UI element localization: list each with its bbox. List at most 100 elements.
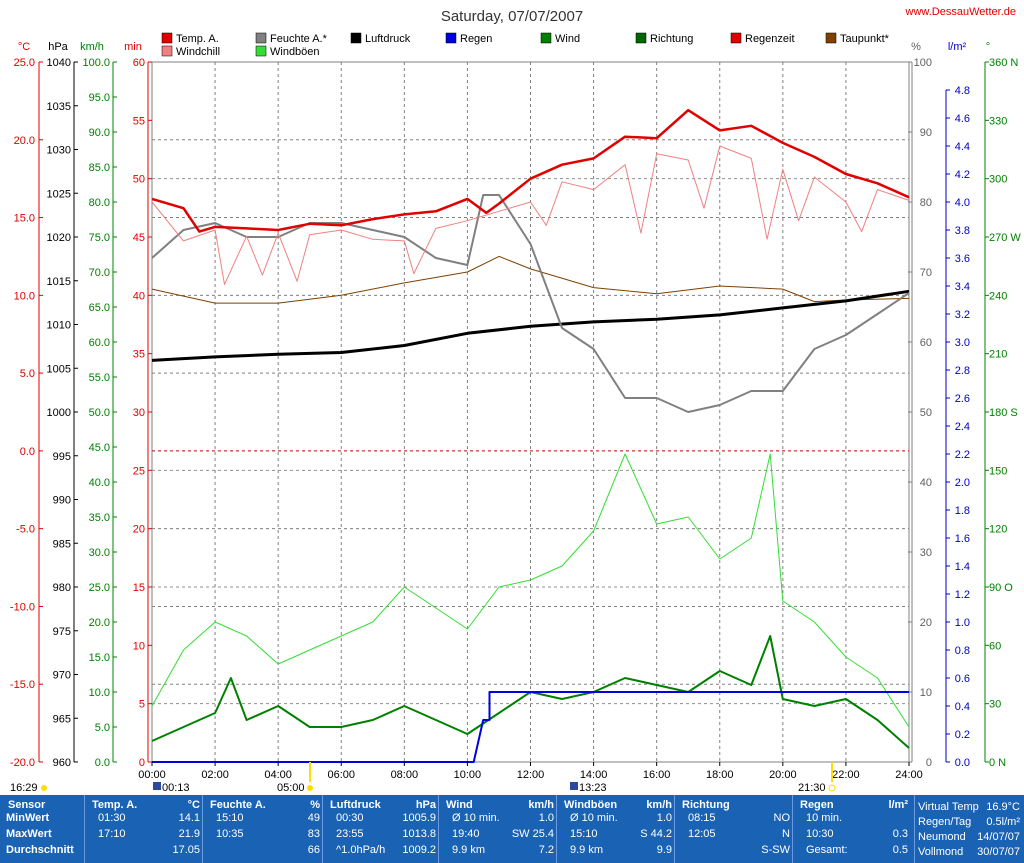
- stat-value-press-time: 00:30: [336, 812, 364, 824]
- axis-unit-rain: l/m²: [948, 41, 967, 53]
- stat-unit-press: hPa: [415, 799, 436, 811]
- axis-tick-label-humidity: 40: [920, 477, 932, 489]
- legend-swatch: [161, 32, 173, 44]
- stat-column-divider: [674, 795, 675, 863]
- axis-tick-label-rain: 2.6: [955, 393, 970, 405]
- stat-header-dir: Richtung: [682, 799, 730, 811]
- legend-swatch: [350, 32, 362, 44]
- axis-tick-label-humidity: 50: [920, 407, 932, 419]
- legend-swatch: [161, 45, 173, 57]
- axis-tick-label-humidity: 30: [920, 547, 932, 559]
- stat-value-rain: 0.3: [892, 828, 908, 840]
- sun-icon: [41, 785, 47, 791]
- legend-label: Temp. A.: [176, 33, 219, 45]
- axis-tick-label-min: 30: [133, 407, 145, 419]
- stat-extra-label: Virtual Temp: [918, 801, 979, 813]
- axis-tick-label-rain: 1.0: [955, 617, 970, 629]
- axis-tick-label-wind: 50.0: [89, 407, 110, 419]
- legend-label: Luftdruck: [365, 33, 411, 45]
- time-axis: 00:00 02:00 04:00 06:00 08:00 10:00 12:00 14:00…: [10, 762, 923, 794]
- axis-tick-label-direction: 30: [989, 699, 1001, 711]
- axis-tick-label-wind: 20.0: [89, 617, 110, 629]
- legend-swatch: [825, 32, 837, 44]
- axis-tick-label-direction: 300: [989, 174, 1007, 186]
- legend-label: Windböen: [270, 46, 320, 58]
- stat-value-temp-time: 17:10: [98, 828, 126, 840]
- axis-tick-label-min: 50: [133, 174, 145, 186]
- stat-unit-hum: %: [310, 799, 320, 811]
- stat-value-gust: 1.0: [656, 812, 672, 824]
- axis-tick-label-rain: 0.2: [955, 729, 970, 741]
- time-tick-label: 18:00: [706, 769, 734, 781]
- stat-column-divider: [202, 795, 203, 863]
- time-tick-label: 00:00: [138, 769, 166, 781]
- legend-label: Taupunkt*: [840, 33, 890, 45]
- axis-tick-label-pressure: 1010: [47, 320, 71, 332]
- axis-tick-label-rain: 3.2: [955, 309, 970, 321]
- axis-tick-label-rain: 0.0: [955, 757, 970, 769]
- time-tick-label: 04:00: [264, 769, 292, 781]
- axis-tick-label-rain: 2.2: [955, 449, 970, 461]
- axis-tick-label-direction: 150: [989, 465, 1007, 477]
- axis-tick-label-min: 0: [139, 757, 145, 769]
- axis-tick-label-pressure: 1005: [47, 363, 71, 375]
- axis-tick-label-rain: 3.8: [955, 225, 970, 237]
- legend-label: Windchill: [176, 46, 220, 58]
- axis-tick-label-pressure: 1015: [47, 276, 71, 288]
- stat-value-gust-time: 15:10: [570, 828, 598, 840]
- stat-value-rain: 0.5: [892, 844, 908, 856]
- sunset-time: 21:30: [798, 782, 826, 794]
- axis-tick-label-direction: 360 N: [989, 57, 1018, 69]
- series-windb-en: [151, 453, 910, 728]
- legend-swatch: [540, 32, 552, 44]
- stat-value-hum: 49: [307, 812, 320, 824]
- stat-value-press-time: 23:55: [336, 828, 364, 840]
- axis-tick-label-temp: -20.0: [10, 757, 35, 769]
- axis-tick-label-wind: 90.0: [89, 127, 110, 139]
- stat-extra-label: Regen/Tag: [918, 816, 972, 828]
- axis-tick-label-humidity: 70: [920, 267, 932, 279]
- time-tick-label: 14:00: [580, 769, 608, 781]
- chart-axes: 25.0 20.0 15.0 10.0 5.0 0.0 -5.0 -10.0 -15.0 -20.…: [10, 57, 1021, 769]
- time-tick-label: 06:00: [327, 769, 355, 781]
- series-windchill: [151, 145, 910, 285]
- axis-tick-label-temp: 5.0: [20, 368, 35, 380]
- axis-tick-label-rain: 1.8: [955, 505, 970, 517]
- axis-tick-label-wind: 45.0: [89, 442, 110, 454]
- axis-tick-label-direction: 270 W: [989, 232, 1021, 244]
- axis-tick-label-temp: 15.0: [14, 213, 35, 225]
- moonrise-time: 00:13: [162, 782, 190, 794]
- axis-tick-label-min: 55: [133, 115, 145, 127]
- legend-swatch: [255, 32, 267, 44]
- axis-tick-label-wind: 15.0: [89, 652, 110, 664]
- axis-tick-label-rain: 0.6: [955, 673, 970, 685]
- site-link[interactable]: www.DessauWetter.de: [905, 6, 1016, 18]
- axis-tick-label-humidity: 0: [926, 757, 932, 769]
- axis-tick-label-humidity: 100: [914, 57, 932, 69]
- axis-tick-label-min: 25: [133, 465, 145, 477]
- axis-tick-label-rain: 4.8: [955, 85, 970, 97]
- axis-unit-min: min: [124, 41, 142, 53]
- stat-header-temp: Temp. A.: [92, 799, 138, 811]
- stat-value-dir-time: 12:05: [688, 828, 716, 840]
- stat-value-press-time: ^1.0hPa/h: [336, 844, 386, 856]
- axis-tick-label-rain: 1.2: [955, 589, 970, 601]
- time-tick-label: 24:00: [895, 769, 923, 781]
- axis-tick-label-min: 10: [133, 640, 145, 652]
- axis-tick-label-temp: -5.0: [16, 524, 35, 536]
- stat-column-divider: [914, 795, 915, 863]
- stat-value-temp-time: 01:30: [98, 812, 126, 824]
- axis-unit-temp: °C: [18, 41, 30, 53]
- axis-unit-direction: °: [986, 41, 990, 53]
- axis-tick-label-pressure: 965: [53, 713, 71, 725]
- axis-tick-label-humidity: 80: [920, 197, 932, 209]
- moon-icon: [153, 782, 161, 790]
- stat-value-temp: 21.9: [178, 828, 200, 840]
- axis-tick-label-min: 35: [133, 349, 145, 361]
- axis-tick-label-wind: 60.0: [89, 337, 110, 349]
- time-tick-label: 02:00: [201, 769, 229, 781]
- axis-tick-label-humidity: 60: [920, 337, 932, 349]
- axis-unit-wind: km/h: [80, 41, 104, 53]
- axis-tick-label-pressure: 970: [53, 670, 71, 682]
- time-tick-label: 20:00: [769, 769, 797, 781]
